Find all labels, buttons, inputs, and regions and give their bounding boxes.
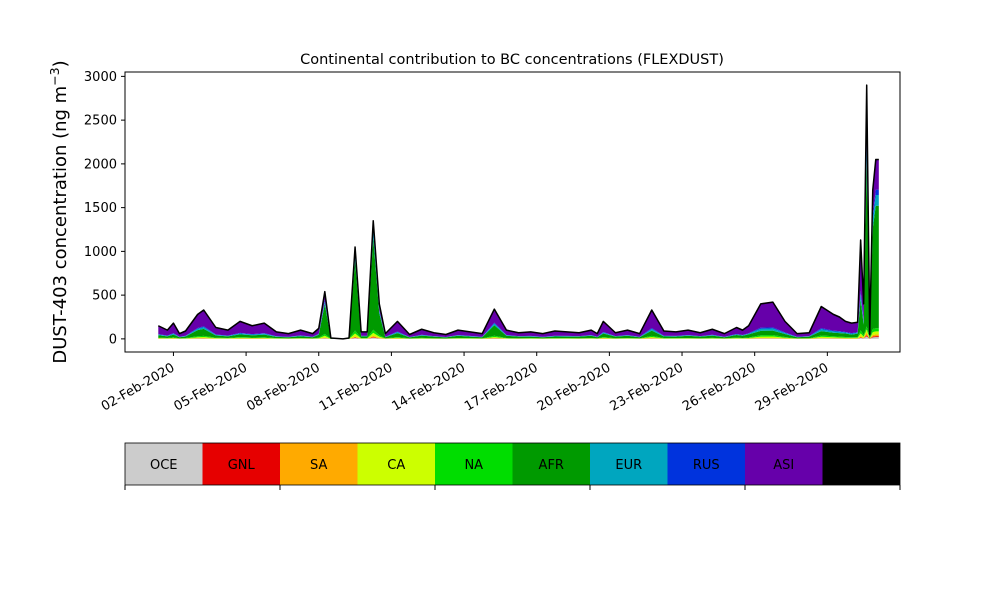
legend-swatch-oce (125, 443, 203, 485)
legend-label-rus: RUS (693, 458, 720, 473)
legend-swatch-ca (357, 443, 435, 485)
total-line (157, 84, 879, 340)
legend-swatch-afr (512, 443, 590, 485)
y-tick-label: 1500 (84, 201, 117, 216)
legend-swatch-eur (590, 443, 668, 485)
y-tick-label: 1000 (84, 245, 117, 260)
legend-label-asi: ASI (773, 458, 794, 473)
chart-title: Continental contribution to BC concentra… (300, 52, 724, 68)
legend-swatch-gnl (202, 443, 280, 485)
legend-label-ca: CA (387, 458, 405, 473)
y-tick-label: 2000 (84, 157, 117, 172)
legend-label-sa: SA (310, 458, 327, 473)
color-legend: OCE GNL SA CA NA AFR EUR RUS ASI AUS (124, 442, 901, 490)
legend-label-gnl: GNL (228, 458, 256, 473)
legend-swatch-rus (667, 443, 745, 485)
legend-label-afr: AFR (539, 458, 564, 473)
legend-swatch-asi (745, 443, 823, 485)
stacked-areas (157, 84, 879, 340)
legend-label-eur: EUR (615, 458, 642, 473)
y-tick-label: 0 (109, 332, 117, 347)
legend-swatch-aus (822, 443, 900, 485)
legend-label-aus: AUS (848, 458, 875, 473)
y-axis-label-close: ) (50, 60, 71, 67)
y-axis-label: DUST-403 concentration (ng m−3) (47, 60, 71, 363)
legend-label-oce: OCE (150, 458, 178, 473)
legend-swatch-sa (280, 443, 358, 485)
legend-swatch-na (435, 443, 513, 485)
y-axis-label-superscript: −3 (47, 67, 62, 85)
legend-label-na: NA (464, 458, 483, 473)
y-tick-label: 500 (92, 289, 117, 304)
y-tick-label: 2500 (84, 114, 117, 129)
y-tick-label: 3000 (84, 70, 117, 85)
plot-area (157, 84, 879, 340)
plot-frame (124, 71, 901, 353)
y-axis-label-main: DUST-403 concentration (ng m (50, 86, 71, 364)
legend-frame (124, 442, 901, 486)
